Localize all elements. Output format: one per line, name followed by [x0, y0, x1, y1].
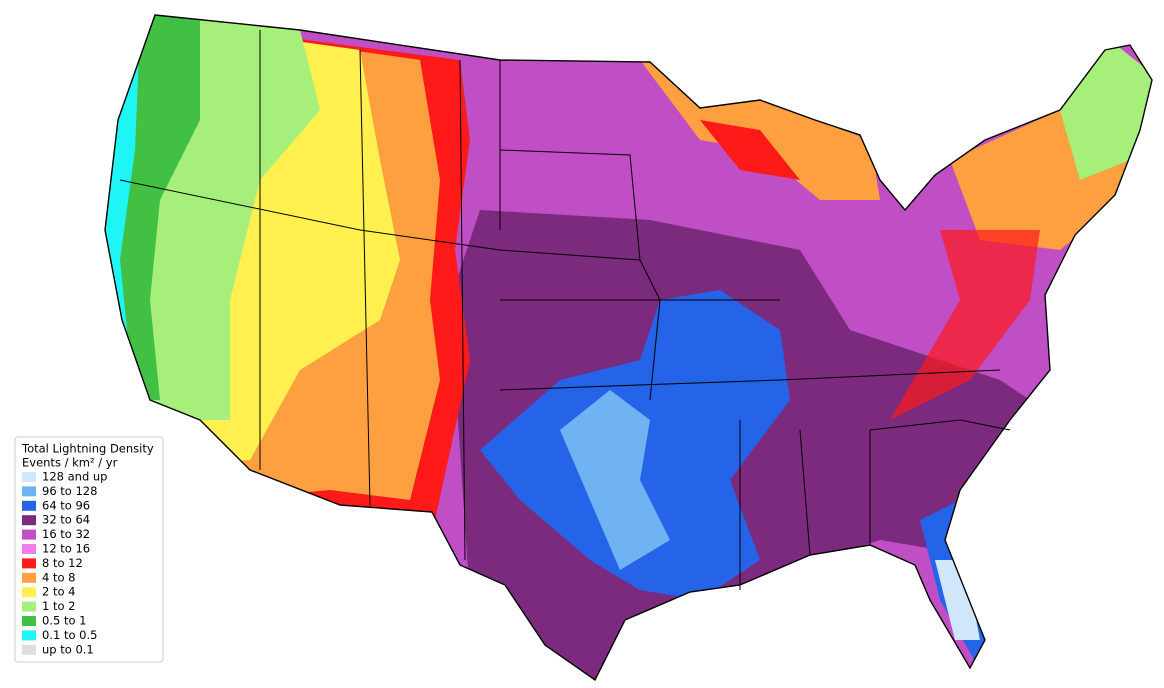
legend-label: 64 to 96 [42, 498, 90, 512]
legend-swatch [22, 644, 36, 655]
legend-swatch [22, 572, 36, 583]
legend-swatch [22, 616, 36, 626]
legend-swatch [22, 630, 36, 641]
legend-label: 32 to 64 [42, 513, 90, 527]
legend-swatch [22, 544, 36, 554]
legend-label: 0.1 to 0.5 [42, 628, 97, 642]
legend-swatch [22, 558, 36, 569]
legend-label: 12 to 16 [42, 542, 90, 556]
legend-swatch [22, 601, 36, 612]
legend-swatch [22, 529, 36, 540]
legend-label: 0.5 to 1 [42, 614, 86, 628]
legend-label: 96 to 128 [42, 484, 97, 498]
state-borders [119, 30, 1011, 590]
legend-label: up to 0.1 [42, 642, 94, 656]
legend-label: 16 to 32 [42, 527, 90, 541]
legend-swatch [22, 515, 36, 526]
legend-label: 8 to 12 [42, 556, 83, 570]
legend-swatch [22, 472, 36, 482]
legend-label: 4 to 8 [42, 570, 76, 584]
legend-box [14, 436, 164, 663]
legend-swatch [22, 486, 36, 497]
legend-label: 1 to 2 [42, 599, 76, 613]
legend-swatch [22, 587, 36, 598]
legend-swatch [22, 500, 36, 511]
legend: Total Lightning Density Events / km² / y… [14, 436, 164, 663]
legend-subtitle: Events / km² / yr [22, 456, 118, 470]
legend-label: 128 and up [42, 470, 108, 484]
legend-label: 2 to 4 [42, 585, 76, 599]
legend-title: Total Lightning Density [21, 442, 154, 456]
